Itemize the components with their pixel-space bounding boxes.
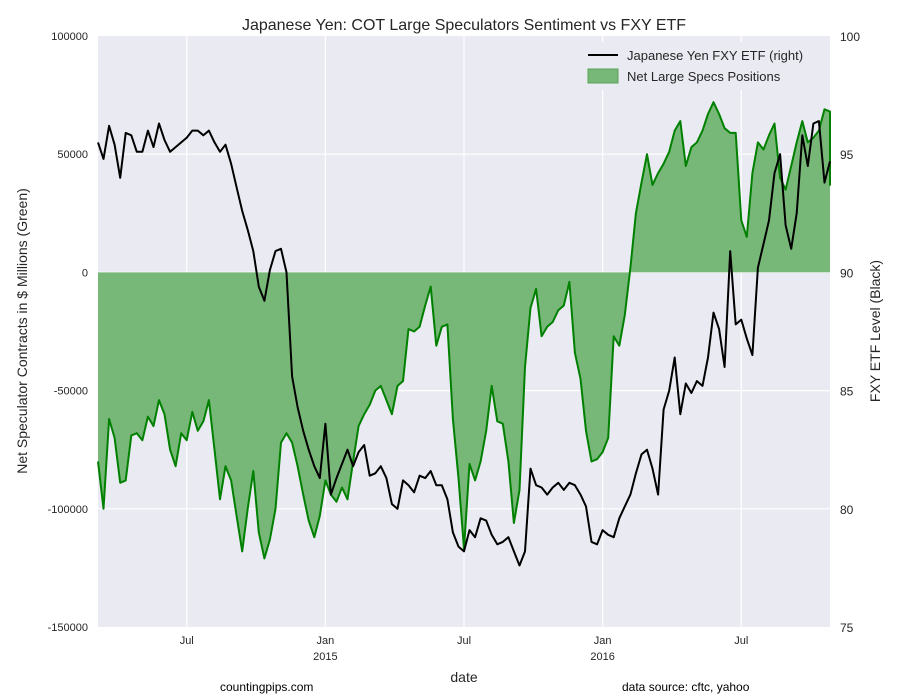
- legend-area-swatch: [587, 68, 619, 84]
- right-tick-label: 95: [840, 148, 854, 162]
- right-tick-label: 80: [840, 503, 854, 517]
- left-tick-label: -100000: [48, 504, 88, 516]
- fxy-etf-line: [97, 120, 831, 567]
- x-tick-label: Jan: [594, 635, 612, 647]
- x-tick-label: Jul: [180, 635, 194, 647]
- legend-box: [580, 42, 825, 90]
- left-axis-label: Net Speculator Contracts in $ Millions (…: [14, 188, 30, 474]
- chart-title: Japanese Yen: COT Large Speculators Sent…: [242, 17, 686, 34]
- right-tick-label: 90: [840, 266, 854, 280]
- right-axis-ticks: 100 95 90 85 80 75: [840, 30, 860, 635]
- net-specs-area-line: [97, 101, 831, 560]
- right-tick-label: 85: [840, 385, 854, 399]
- legend: Japanese Yen FXY ETF (right) Net Large S…: [580, 42, 825, 90]
- x-tick-year-label: 2016: [590, 651, 614, 663]
- net-specs-area-fill: [98, 102, 830, 559]
- footer-source-site: countingpips.com: [220, 680, 313, 694]
- left-tick-label: 100000: [51, 31, 88, 43]
- right-tick-label: 75: [840, 621, 854, 635]
- left-tick-label: 0: [82, 267, 88, 279]
- left-axis-ticks: 100000 50000 0 -50000 -100000 -150000: [48, 31, 88, 634]
- left-tick-label: 50000: [57, 149, 88, 161]
- left-tick-label: -150000: [48, 622, 88, 634]
- x-tick-label: Jan: [316, 635, 334, 647]
- line-layer: [97, 120, 831, 567]
- x-tick-year-label: 2015: [313, 651, 337, 663]
- x-tick-label: Jul: [457, 635, 471, 647]
- legend-label-net-specs: Net Large Specs Positions: [627, 69, 781, 84]
- area-layer: [97, 101, 831, 560]
- x-axis-ticks: Jul Jan 2015 Jul Jan 2016 Jul: [180, 635, 749, 663]
- x-tick-label: Jul: [734, 635, 748, 647]
- footer-data-source: data source: cftc, yahoo: [622, 680, 750, 694]
- x-axis-label: date: [450, 669, 477, 685]
- right-axis-label: FXY ETF Level (Black): [867, 260, 883, 402]
- right-tick-label: 100: [840, 30, 860, 44]
- legend-label-fxy: Japanese Yen FXY ETF (right): [627, 48, 803, 63]
- left-tick-label: -50000: [54, 386, 88, 398]
